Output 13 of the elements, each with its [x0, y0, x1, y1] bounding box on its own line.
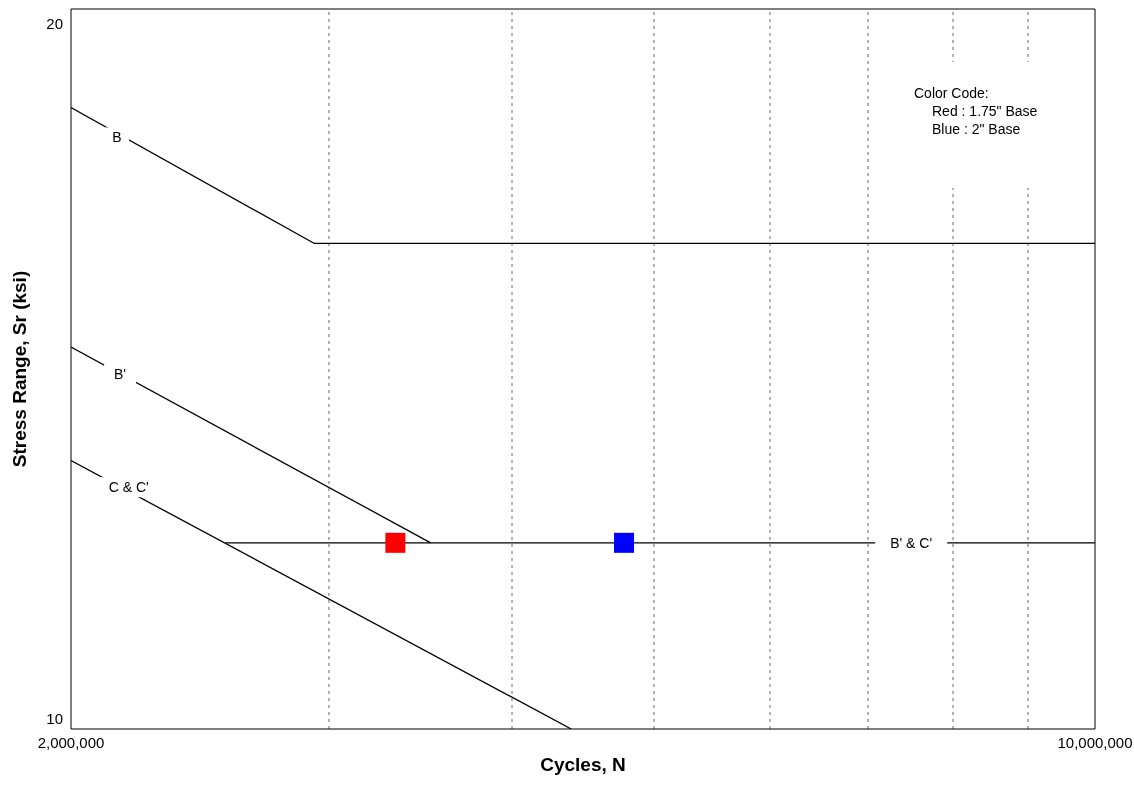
- x-tick-label: 10,000,000: [1057, 733, 1133, 751]
- annotation: C & C': [108, 479, 149, 496]
- y-tick-label: 20: [46, 15, 63, 33]
- x-axis-title: Cycles, N: [540, 754, 626, 775]
- y-axis-title: Stress Range, Sr (ksi): [9, 270, 30, 468]
- annotation: Color Code:: [913, 84, 990, 102]
- y-tick-label: 10: [46, 710, 63, 728]
- annotation: B: [112, 129, 122, 146]
- annotation: B': [113, 366, 126, 383]
- annotation: B' & C': [890, 534, 933, 551]
- x-tick-label: 2,000,000: [37, 733, 105, 751]
- annotation: Blue : 2" Base: [931, 120, 1022, 138]
- annotation: Red : 1.75" Base: [931, 102, 1039, 120]
